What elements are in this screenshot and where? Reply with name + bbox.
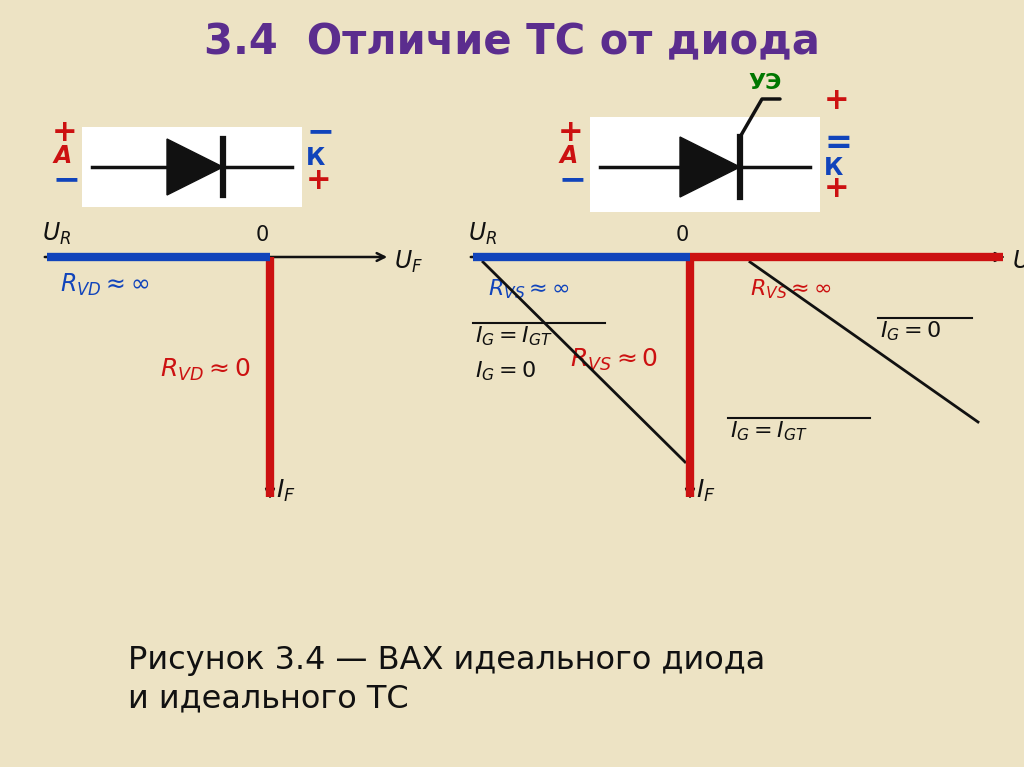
Text: $I_G=0$: $I_G=0$ [880, 319, 941, 343]
Text: $R_{VS}{\approx}0$: $R_{VS}{\approx}0$ [570, 347, 658, 374]
Text: +: + [558, 118, 584, 147]
Text: А: А [54, 144, 73, 168]
Text: +: + [306, 166, 332, 195]
Text: $R_{VD}{\approx}0$: $R_{VD}{\approx}0$ [160, 357, 251, 384]
Text: 0: 0 [676, 225, 689, 245]
Text: +: + [824, 86, 850, 115]
Text: +: + [52, 118, 78, 147]
Text: =: = [824, 127, 852, 160]
Text: −: − [306, 115, 334, 148]
Text: $I_G= I_{GT}$: $I_G= I_{GT}$ [475, 324, 553, 347]
Text: $U_F$: $U_F$ [1012, 249, 1024, 275]
Text: $U_F$: $U_F$ [394, 249, 423, 275]
Text: $I_F$: $I_F$ [696, 478, 716, 504]
Text: −: − [52, 163, 80, 196]
Text: и идеального ТС: и идеального ТС [128, 683, 409, 715]
Text: +: + [824, 174, 850, 203]
Text: $I_G=0$: $I_G=0$ [475, 359, 537, 383]
Polygon shape [167, 139, 223, 195]
Text: УЭ: УЭ [748, 73, 781, 93]
Text: 0: 0 [256, 225, 269, 245]
Text: $I_G= I_{GT}$: $I_G= I_{GT}$ [730, 419, 808, 443]
Text: 3.4  Отличие ТС от диода: 3.4 Отличие ТС от диода [204, 21, 820, 63]
Polygon shape [680, 137, 740, 197]
Text: −: − [558, 163, 586, 196]
Bar [590, 117, 820, 212]
Text: $R_{VS}{\approx}\infty$: $R_{VS}{\approx}\infty$ [488, 277, 570, 301]
Text: $U_R$: $U_R$ [42, 221, 72, 247]
Text: К: К [824, 156, 844, 180]
Bar [82, 127, 302, 207]
Text: К: К [306, 146, 326, 170]
Text: $R_{VD}{\approx}\infty$: $R_{VD}{\approx}\infty$ [60, 272, 150, 298]
Text: А: А [560, 144, 579, 168]
Text: $U_R$: $U_R$ [468, 221, 498, 247]
Text: Рисунок 3.4 — ВАХ идеального диода: Рисунок 3.4 — ВАХ идеального диода [128, 644, 765, 676]
Text: $I_F$: $I_F$ [276, 478, 296, 504]
Text: $R_{VS}{\approx}\infty$: $R_{VS}{\approx}\infty$ [750, 277, 833, 301]
